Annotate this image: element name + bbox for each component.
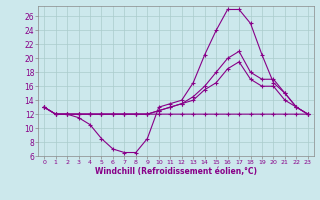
- X-axis label: Windchill (Refroidissement éolien,°C): Windchill (Refroidissement éolien,°C): [95, 167, 257, 176]
